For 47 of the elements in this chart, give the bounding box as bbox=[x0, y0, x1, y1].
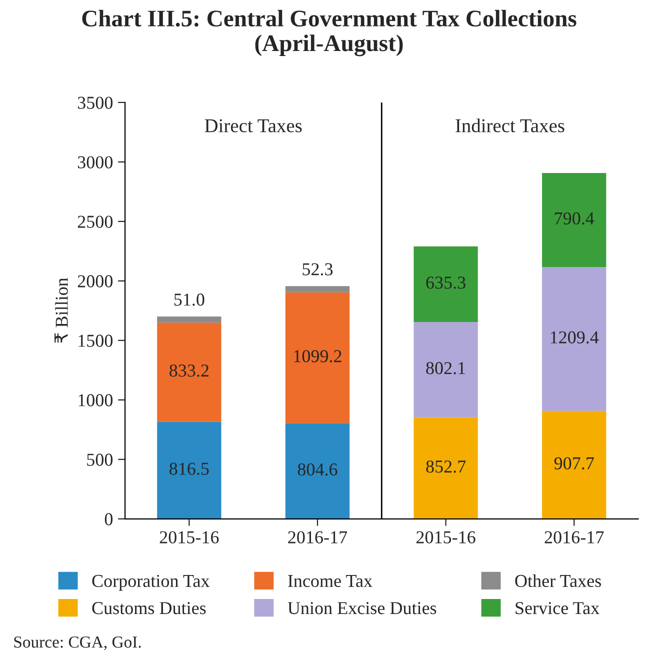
y-tick-label: 500 bbox=[87, 454, 113, 466]
data-label: 1099.2 bbox=[294, 350, 342, 362]
data-label: 52.3 bbox=[302, 263, 333, 276]
data-label: 816.5 bbox=[170, 462, 209, 475]
bar bbox=[285, 292, 350, 424]
bar bbox=[414, 417, 478, 519]
y-tick-label: 1000 bbox=[78, 394, 113, 406]
annotation: Direct Taxes bbox=[204, 119, 302, 132]
legend-label: Customs Duties bbox=[92, 602, 206, 614]
bar bbox=[414, 322, 478, 418]
bar bbox=[157, 322, 222, 422]
bar bbox=[542, 172, 606, 267]
data-label: 852.7 bbox=[426, 460, 466, 473]
x-tick-label: 2016-17 bbox=[544, 531, 604, 544]
y-tick-label: 1500 bbox=[78, 334, 113, 347]
legend-label: Other Taxes bbox=[515, 574, 601, 588]
data-label: 635.3 bbox=[426, 276, 466, 289]
bar bbox=[157, 422, 222, 519]
x-tick-label: 2015-16 bbox=[160, 531, 219, 544]
bar bbox=[542, 410, 606, 519]
bar bbox=[157, 316, 222, 323]
y-tick-label: 2500 bbox=[78, 216, 113, 228]
x-tick-label: 2015-16 bbox=[416, 531, 476, 544]
x-tick-label: 2016-17 bbox=[288, 531, 348, 544]
y-axis-title: ₹ Billion bbox=[54, 278, 68, 343]
data-label: 51.0 bbox=[174, 294, 204, 306]
bar bbox=[285, 423, 350, 519]
legend-label: Corporation Tax bbox=[92, 574, 210, 591]
chart-title: Chart III.5: Central Government Tax Collections (April-August) bbox=[82, 10, 576, 56]
data-label: 802.1 bbox=[426, 362, 466, 374]
data-label: 1209.4 bbox=[550, 331, 599, 344]
legend-label: Union Excise Duties bbox=[288, 602, 436, 614]
data-label: 833.2 bbox=[170, 364, 208, 377]
bar bbox=[542, 266, 606, 411]
bar bbox=[285, 286, 350, 292]
legend-label: Income Tax bbox=[288, 575, 372, 588]
y-tick-label: 2000 bbox=[78, 275, 113, 288]
data-label: 804.6 bbox=[298, 463, 338, 476]
annotation: Indirect Taxes bbox=[456, 118, 564, 132]
y-tick-label: 0 bbox=[104, 513, 113, 526]
y-tick-label: 3500 bbox=[78, 96, 113, 109]
data-label: 907.7 bbox=[554, 457, 594, 470]
legend-label: Service Tax bbox=[516, 602, 600, 614]
source-note: Source: CGA, GoI. bbox=[14, 636, 141, 650]
data-label: 790.4 bbox=[554, 212, 594, 225]
bar bbox=[414, 246, 478, 322]
y-tick-label: 3000 bbox=[78, 156, 113, 168]
